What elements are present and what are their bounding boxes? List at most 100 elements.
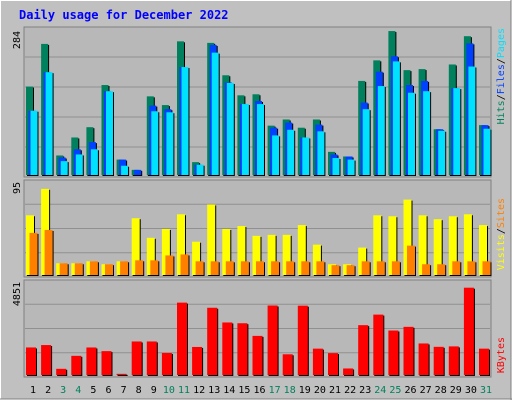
- visits-bar-day-14: [222, 228, 231, 275]
- visits-bar-day-15: [237, 226, 246, 275]
- sites-bar-day-17: [271, 261, 280, 275]
- legend-item-kbytes: KBytes: [496, 337, 507, 373]
- legend-item-separator: /: [496, 228, 507, 234]
- kbytes-bar-day-15: [237, 323, 248, 375]
- visits-bar-day-10: [161, 228, 170, 275]
- sites-bar-day-29: [452, 261, 461, 275]
- legend-text: KBytes: [496, 337, 507, 373]
- visits-bar-day-30: [463, 214, 472, 275]
- visits-bar-day-20: [312, 244, 321, 275]
- x-label-day-15: 15: [238, 385, 250, 396]
- sites-bar-day-10: [165, 255, 174, 275]
- sites-bar-day-8: [135, 260, 144, 275]
- x-label-day-28: 28: [435, 385, 447, 396]
- x-label-day-10: 10: [163, 385, 175, 396]
- bottom-panel-legend: KBytes: [496, 337, 507, 373]
- pages-bar-day-26: [408, 92, 415, 175]
- chart-title: Daily usage for December 2022: [19, 8, 229, 22]
- pages-bar-day-11: [181, 67, 189, 175]
- x-label-day-3: 3: [60, 385, 66, 396]
- pages-bar-day-15: [241, 104, 249, 175]
- x-label-day-23: 23: [359, 385, 371, 396]
- files-bar-day-8: [134, 169, 142, 175]
- pages-bar-day-2: [45, 72, 53, 175]
- visits-bar-day-28: [433, 219, 442, 275]
- visits-bar-day-9: [146, 237, 155, 275]
- sites-bar-day-25: [391, 261, 400, 275]
- visits-bar-day-11: [177, 214, 185, 275]
- sites-bar-day-23: [361, 261, 370, 275]
- kbytes-bar-day-30: [463, 287, 474, 375]
- top-panel-bars: [26, 31, 492, 177]
- sites-bar-day-31: [482, 261, 491, 275]
- x-label-day-1: 1: [30, 385, 36, 396]
- kbytes-bar-day-19: [297, 305, 308, 375]
- visits-bar-day-25: [388, 216, 397, 275]
- sites-bar-day-11: [180, 254, 189, 275]
- pages-bar-day-9: [151, 111, 159, 175]
- sites-bar-day-30: [467, 261, 476, 275]
- sites-bar-day-20: [316, 261, 325, 275]
- x-label-day-14: 14: [223, 385, 235, 396]
- x-label-day-18: 18: [284, 385, 296, 396]
- pages-bar-day-24: [377, 86, 385, 175]
- pages-bar-day-25: [392, 61, 400, 175]
- sites-bar-day-19: [301, 261, 310, 275]
- sites-bar-day-3: [59, 263, 68, 275]
- pages-bar-day-14: [226, 82, 234, 175]
- legend-text: Hits/Files/Pages: [496, 28, 507, 124]
- pages-bar-day-22: [347, 159, 355, 175]
- sites-bar-day-7: [120, 261, 129, 275]
- kbytes-bar-day-1: [26, 347, 36, 375]
- middle-panel-bars: [26, 188, 492, 276]
- pages-bar-day-23: [362, 109, 370, 175]
- kbytes-bar-day-3: [56, 368, 67, 375]
- visits-bar-day-13: [207, 204, 216, 275]
- pages-bar-day-17: [272, 135, 280, 175]
- middle-panel-legend: Visits/Sites: [496, 198, 507, 270]
- middle-panel-max-label: 95: [12, 182, 23, 194]
- x-label-day-27: 27: [420, 385, 432, 396]
- kbytes-bar-day-16: [252, 335, 263, 375]
- sites-bar-day-1: [29, 232, 38, 275]
- x-label-day-5: 5: [90, 385, 96, 396]
- kbytes-bar-day-26: [403, 326, 414, 375]
- kbytes-bar-day-21: [328, 353, 338, 375]
- visits-bar-day-31: [479, 225, 487, 275]
- top-panel-legend: Hits/Files/Pages: [496, 28, 507, 124]
- visits-bar-day-26: [403, 199, 412, 275]
- bottom-panel-bars: [26, 287, 490, 376]
- legend-item-visits: Visits: [496, 234, 507, 270]
- kbytes-bar-day-20: [312, 348, 323, 375]
- pages-bar-day-7: [121, 165, 129, 175]
- visits-bar-day-8: [131, 218, 140, 275]
- kbytes-bar-day-24: [373, 314, 384, 375]
- pages-bar-day-28: [438, 130, 446, 175]
- kbytes-bar-day-18: [282, 354, 293, 375]
- visits-bar-day-17: [267, 234, 276, 275]
- hits-files-pages-panel: 284 Hits/Files/Pages: [12, 26, 507, 178]
- kbytes-bar-day-4: [71, 355, 82, 375]
- x-label-day-17: 17: [269, 385, 281, 396]
- sites-bar-day-18: [286, 261, 295, 275]
- visits-bar-day-16: [252, 235, 261, 275]
- kbytes-bar-day-25: [388, 330, 399, 375]
- visits-bar-day-24: [373, 215, 382, 275]
- legend-item-hits: Hits: [496, 100, 507, 124]
- x-label-day-21: 21: [329, 385, 341, 396]
- kbytes-bar-day-5: [86, 347, 97, 375]
- pages-bar-day-30: [468, 66, 476, 175]
- legend-item-sites: Sites: [496, 198, 507, 228]
- x-label-day-30: 30: [465, 385, 477, 396]
- x-label-day-8: 8: [136, 385, 142, 396]
- x-label-day-9: 9: [151, 385, 157, 396]
- sites-bar-day-9: [150, 260, 159, 275]
- x-label-day-22: 22: [344, 385, 356, 396]
- pages-bar-day-16: [257, 104, 264, 175]
- sites-bar-day-22: [346, 265, 355, 275]
- sites-bar-day-5: [89, 261, 98, 275]
- pages-bar-day-27: [423, 91, 431, 175]
- pages-bar-day-3: [60, 161, 68, 175]
- pages-bar-day-10: [166, 112, 174, 175]
- kbytes-bar-day-17: [267, 305, 278, 375]
